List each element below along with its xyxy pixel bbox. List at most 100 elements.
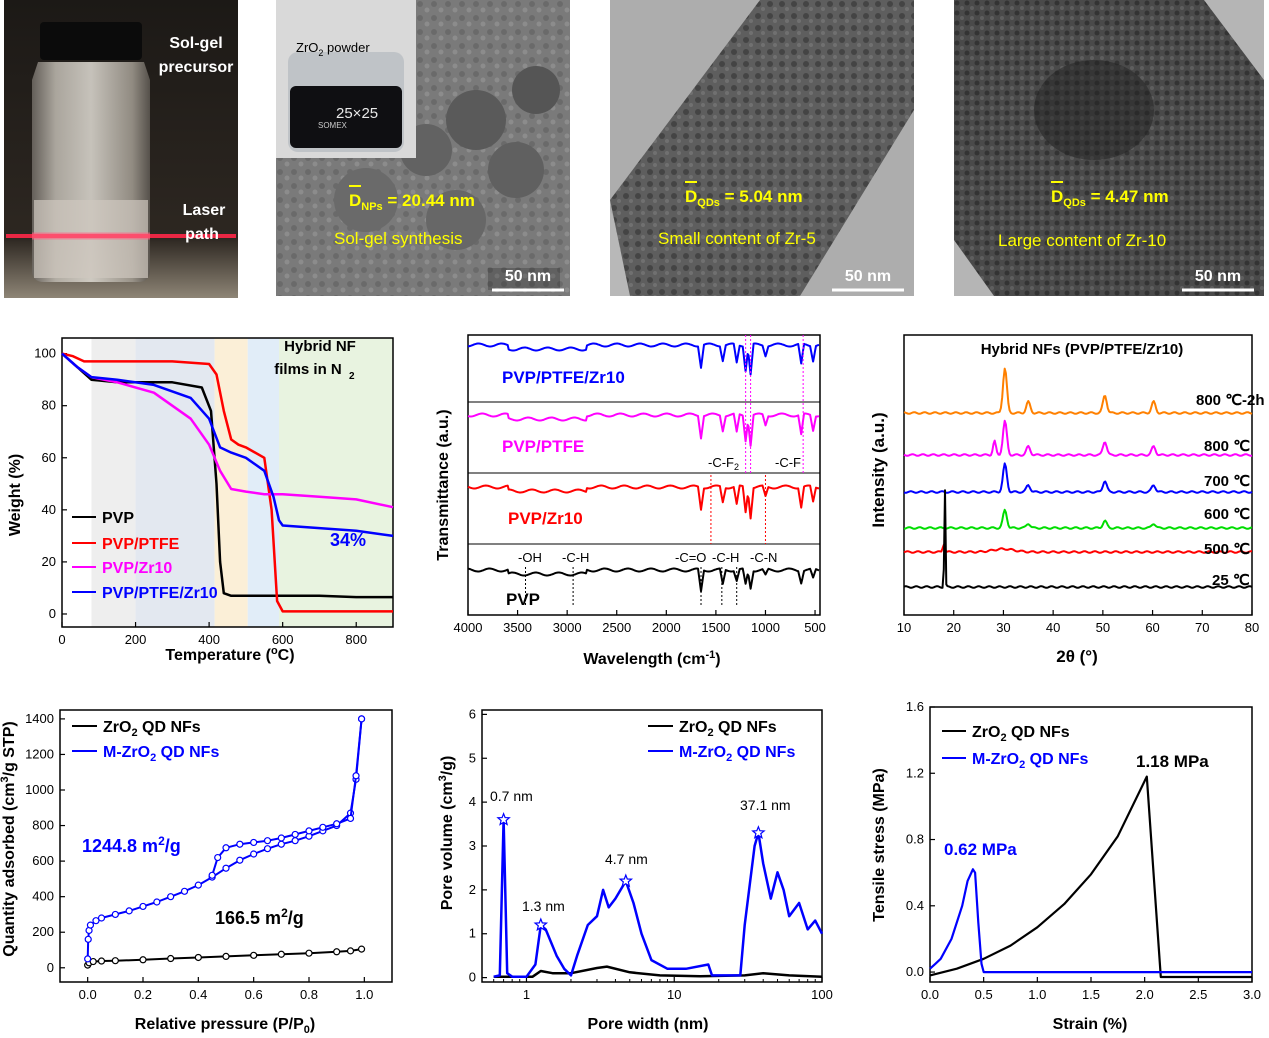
tem2-size-sub: QDs (697, 197, 720, 209)
xrd-pattern-0 (903, 367, 1253, 415)
xrd-labels: 800 ℃-2h 800 ℃ 700 ℃ 600 ℃ 500 ℃ 25 ℃ (1196, 392, 1265, 589)
bet-point (277, 840, 285, 848)
tga-ytick-label: 20 (42, 554, 56, 569)
tga-annotation-sub: 2 (349, 371, 355, 382)
tga-frame (61, 337, 394, 628)
tem3-size-value: = 4.47 nm (1086, 187, 1169, 206)
xrd-pattern-1 (903, 419, 1253, 457)
bet-point (305, 949, 313, 957)
pore-ytick-label: 6 (469, 706, 476, 721)
tga-ytick-label: 60 (42, 450, 56, 465)
xrd-label-700: 700 ℃ (1204, 473, 1250, 490)
ftir-label-pvp-ptfe: PVP/PTFE (502, 437, 584, 456)
pore-xtick-label: 10 (667, 987, 681, 1002)
xrd-xtick-label: 20 (946, 620, 960, 635)
pore-peak-star (496, 812, 511, 826)
tga-legend-pvp: PVP (102, 510, 134, 527)
inset-label-main: ZrO (296, 40, 318, 55)
tem2-size-value: = 5.04 nm (720, 187, 803, 206)
pore-ytick-label: 4 (469, 794, 476, 809)
pore-peak-star (618, 873, 634, 888)
pore-ylabel: Pore volume (cm3/g) (437, 756, 456, 911)
ftir-xtick-label: 3500 (503, 620, 532, 635)
xrd-xtick-label: 10 (897, 620, 911, 635)
bet-point (357, 715, 366, 723)
ftir-xtick-label: 1000 (751, 620, 780, 635)
tga-legend-pvp-ptfe: PVP/PTFE (102, 536, 180, 553)
tem-3-svg: DQDs = 4.47 nm Large content of Zr-10 50… (954, 0, 1264, 296)
tensile-xtick-label: 0.5 (975, 987, 993, 1002)
bet-point (333, 948, 341, 956)
tga-annotation-2: films in N (274, 361, 342, 378)
bet-point (180, 887, 189, 895)
ftir-xlabel: Wavelength (cm-1) (583, 649, 720, 668)
xrd-pattern-3 (903, 508, 1253, 530)
xrd-xtick-label: 40 (1046, 620, 1060, 635)
tga-ytick-label: 40 (42, 502, 56, 517)
pore-peak-star (751, 825, 766, 840)
pore-ytick-label: 5 (469, 750, 476, 765)
tem1-size-prefix: D (349, 191, 361, 210)
tem-image-1: ZrO2 powder SOMEX 25×25 DNPs = 20.44 nm … (276, 0, 570, 296)
xrd-xtick-label: 80 (1245, 620, 1259, 635)
xrd-chart: 10 20 30 40 50 60 70 80 Hybrid NFs (PVP/PTFE/Zr… (869, 334, 1265, 666)
tensile-ytick-label: 1.6 (906, 699, 924, 714)
pore-ytick-label: 3 (469, 838, 476, 853)
ftir-label-pvp-zr10: PVP/Zr10 (508, 509, 583, 528)
nanofiber-2 (610, 0, 914, 296)
bet-point (89, 957, 97, 966)
xrd-label-600: 600 ℃ (1204, 506, 1250, 523)
tga-chart: 0 200 400 600 800 0 20 40 60 80 100 Hybrid NF film… (7, 337, 394, 664)
bet-value-label-2: 166.5 m2/g (215, 906, 304, 928)
pore-ytick-label: 2 (469, 882, 476, 897)
bet-point (125, 907, 133, 915)
bet-point (319, 823, 327, 831)
tensile-ytick-label: 1.2 (906, 765, 924, 780)
ftir-ylabel: Transmittance (a.u.) (435, 409, 452, 560)
bet-point (84, 955, 92, 963)
tensile-ytick-label: 0.4 (906, 898, 924, 913)
bet-frame (59, 709, 393, 983)
bet-point (194, 881, 202, 889)
bet-point (291, 830, 299, 839)
pore-xlabel: Pore width (nm) (588, 1016, 709, 1033)
tem1-size-sub: NPs (361, 201, 382, 213)
xrd-xtick-label: 70 (1195, 620, 1209, 635)
bet-legend-mzro2: M-ZrO2 QD NFs (103, 744, 219, 764)
bet-point (250, 838, 258, 847)
ftir-peak-cf: -C-F (775, 455, 801, 470)
tensile-series-1 (929, 868, 1252, 974)
powder-jar (290, 86, 402, 148)
xrd-xtick-label: 50 (1096, 620, 1110, 635)
pore-series-1 (493, 818, 824, 978)
tga-ylabel: Weight (%) (7, 454, 24, 536)
tensile-legend-zro2: ZrO2 QD NFs (972, 724, 1070, 744)
tem3-size-sub: QDs (1063, 197, 1086, 209)
tem2-scale-label: 50 nm (845, 268, 891, 285)
tem3-scale-label: 50 nm (1195, 268, 1241, 285)
bet-point (97, 957, 106, 965)
tensile-legend-mzro2: M-ZrO2 QD NFs (972, 751, 1088, 771)
tem-image-2: DQDs = 5.04 nm Small content of Zr-5 50 … (610, 0, 914, 296)
bet-point (167, 893, 175, 901)
ftir-peak-cf2: -C-F2 (708, 455, 739, 472)
xrd-xtick-label: 60 (1145, 620, 1159, 635)
tem1-size-value: = 20.44 nm (383, 191, 475, 210)
bet-xtick-label: 0.2 (134, 987, 152, 1002)
bet-ytick-label: 1000 (25, 782, 54, 797)
ftir-label-pvp: PVP (506, 590, 540, 609)
tga-value-label: 34% (330, 530, 366, 550)
tga-xtick-label: 0 (58, 632, 65, 647)
bet-ytick-label: 200 (32, 924, 54, 939)
tem1-scale-label: 50 nm (505, 268, 551, 285)
tensile-xtick-label: 2.0 (1136, 987, 1154, 1002)
bet-ytick-label: 1200 (25, 746, 54, 761)
bet-point (357, 945, 366, 953)
bet-point (305, 827, 313, 835)
ftir-label-pvp-ptfe-zr10: PVP/PTFE/Zr10 (502, 368, 625, 387)
ftir-xtick-label: 2500 (602, 620, 631, 635)
bet-xtick-label: 0.6 (245, 987, 263, 1002)
pore-ytick-label: 1 (469, 926, 476, 941)
tga-xtick-label: 400 (198, 632, 220, 647)
ftir-peak-oh: -OH (518, 550, 542, 565)
